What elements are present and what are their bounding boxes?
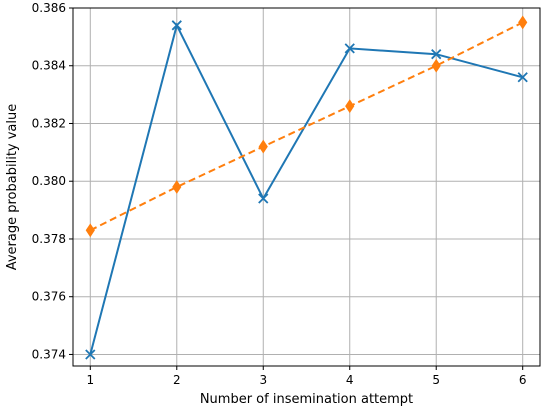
y-tick-label: 0.376: [32, 290, 66, 304]
data-point: [258, 193, 269, 204]
y-tick-label: 0.384: [32, 59, 66, 73]
y-tick-label: 0.374: [32, 347, 66, 361]
data-point: [344, 43, 355, 54]
plot-frame: [72, 7, 541, 367]
series-1: [85, 20, 528, 360]
y-tick-label: 0.380: [32, 174, 66, 188]
data-point: [345, 99, 355, 114]
x-axis: 1 2 3 4 5 6: [86, 366, 527, 387]
x-tick-label: 4: [346, 373, 354, 387]
series-line: [89, 21, 524, 232]
x-tick-label: 1: [86, 373, 94, 387]
data-point: [172, 180, 182, 194]
data-point: [431, 49, 442, 60]
x-tick-label: 3: [259, 373, 267, 387]
data-point: [517, 72, 528, 83]
series-layer: [85, 15, 528, 360]
y-tick-label: 0.378: [32, 232, 66, 246]
series-line: [89, 22, 523, 355]
y-axis-label: Average probability value: [5, 104, 20, 271]
y-tick-label: 0.386: [32, 1, 66, 15]
grid-lines: [73, 7, 540, 366]
data-point: [258, 139, 268, 154]
y-axis: 0.374 0.376 0.378 0.380 0.382 0.384 0.386: [32, 1, 73, 361]
x-tick-label: 2: [173, 373, 181, 387]
data-point: [85, 223, 95, 238]
data-point: [431, 58, 441, 73]
y-tick-label: 0.382: [32, 116, 66, 130]
x-tick-label: 6: [519, 373, 527, 387]
x-tick-label: 5: [432, 373, 440, 387]
x-axis-label: Number of insemination attempt: [200, 392, 413, 407]
data-point: [85, 349, 96, 360]
series-2: [85, 15, 528, 238]
data-point: [518, 15, 528, 30]
data-point: [171, 20, 182, 31]
